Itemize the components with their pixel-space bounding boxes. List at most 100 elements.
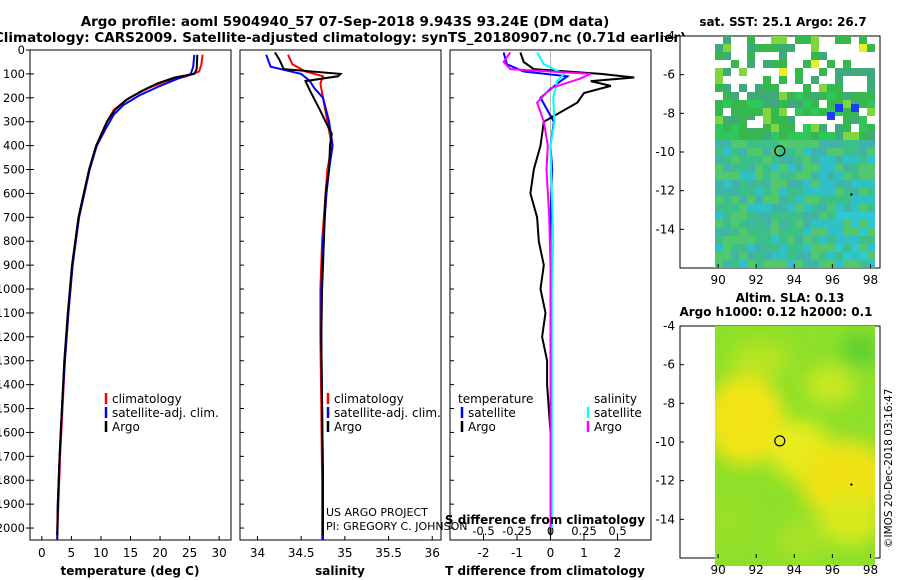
sla-blob <box>730 342 790 378</box>
sst-cell <box>771 236 779 244</box>
sst-cell <box>867 140 875 148</box>
sst-cell <box>739 188 747 196</box>
sst-cell <box>811 100 819 108</box>
sst-cell <box>827 92 835 100</box>
sst-cell <box>851 172 859 180</box>
sst-cell <box>715 148 723 156</box>
sst-cell <box>827 244 835 252</box>
sst-cell <box>779 188 787 196</box>
sst-cell <box>763 92 771 100</box>
sst-cell <box>835 140 843 148</box>
sst-cell <box>787 172 795 180</box>
sst-cell <box>851 188 859 196</box>
sst-cell <box>731 220 739 228</box>
sst-cell <box>795 156 803 164</box>
x-tick-label: 35 <box>337 546 352 560</box>
sst-cell <box>795 76 803 84</box>
sst-cell <box>763 124 771 132</box>
sst-cell <box>843 164 851 172</box>
sst-cell <box>771 260 779 268</box>
sst-cell <box>715 228 723 236</box>
sst-cell <box>763 260 771 268</box>
sst-cell <box>723 188 731 196</box>
sst-cell <box>747 156 755 164</box>
sst-cell <box>723 52 731 60</box>
sst-cell <box>771 140 779 148</box>
sst-cell <box>867 100 875 108</box>
sst-cell <box>731 252 739 260</box>
sst-cell <box>867 68 875 76</box>
sst-cell <box>827 84 835 92</box>
x-tick-label: 30 <box>212 546 227 560</box>
sst-cell <box>771 156 779 164</box>
sst-cell <box>747 220 755 228</box>
sst-cell <box>723 204 731 212</box>
sst-cell <box>835 204 843 212</box>
depth-tick-label: 600 <box>3 186 25 200</box>
credit-project: US ARGO PROJECT <box>326 506 428 519</box>
sst-cell <box>747 204 755 212</box>
sst-cell <box>803 260 811 268</box>
series-line-t-satellite <box>502 52 571 528</box>
sst-cell <box>747 188 755 196</box>
sst-cell <box>843 148 851 156</box>
sst-cell <box>755 228 763 236</box>
sst-cell <box>859 172 867 180</box>
sst-cell <box>731 156 739 164</box>
sst-cell <box>851 236 859 244</box>
sst-cell <box>859 220 867 228</box>
series-line-satellite-adj-clim- <box>56 54 196 541</box>
sst-cell <box>787 100 795 108</box>
sst-cell <box>779 252 787 260</box>
sst-cell <box>747 212 755 220</box>
sst-cell <box>747 132 755 140</box>
sst-cell <box>723 236 731 244</box>
depth-tick-label: 1700 <box>0 449 25 463</box>
sst-cell <box>827 228 835 236</box>
sst-cell <box>811 92 819 100</box>
sst-cell <box>747 60 755 68</box>
sst-cell <box>867 244 875 252</box>
sst-cell <box>755 236 763 244</box>
sst-cell <box>827 172 835 180</box>
sst-cell <box>803 236 811 244</box>
sst-cell <box>779 148 787 156</box>
sst-cell <box>795 228 803 236</box>
x-tick-label: 34 <box>250 546 265 560</box>
sst-cell <box>851 196 859 204</box>
sst-cell <box>867 108 875 116</box>
sst-cell <box>795 132 803 140</box>
sst-cell <box>835 260 843 268</box>
sst-cell <box>715 68 723 76</box>
sst-cell <box>715 244 723 252</box>
salinity-axis-label: salinity <box>315 564 365 578</box>
sst-cell <box>771 116 779 124</box>
sst-cell <box>811 108 819 116</box>
sst-cell <box>851 212 859 220</box>
sst-cell <box>835 164 843 172</box>
sst-cell <box>787 196 795 204</box>
sst-cell <box>819 68 827 76</box>
map-y-tick-label: -14 <box>655 222 675 236</box>
sst-cell <box>795 68 803 76</box>
sst-cell <box>779 260 787 268</box>
sst-cell <box>827 156 835 164</box>
sst-cell <box>835 148 843 156</box>
sst-cell <box>787 156 795 164</box>
sst-cell <box>851 116 859 124</box>
sla-map-heatmap <box>715 326 875 566</box>
sst-cell <box>771 228 779 236</box>
sst-cell <box>763 44 771 52</box>
x-tick-label: 25 <box>182 546 197 560</box>
sst-cell <box>811 44 819 52</box>
sst-cell <box>859 92 867 100</box>
sst-cell <box>867 260 875 268</box>
sst-cell <box>763 196 771 204</box>
sst-cell <box>715 108 723 116</box>
sst-cell <box>723 196 731 204</box>
sst-cell <box>803 60 811 68</box>
sst-cell <box>779 52 787 60</box>
sst-cell <box>723 92 731 100</box>
sst-cell <box>715 236 723 244</box>
credit-pi: PI: GREGORY C. JOHNSON <box>326 520 467 533</box>
